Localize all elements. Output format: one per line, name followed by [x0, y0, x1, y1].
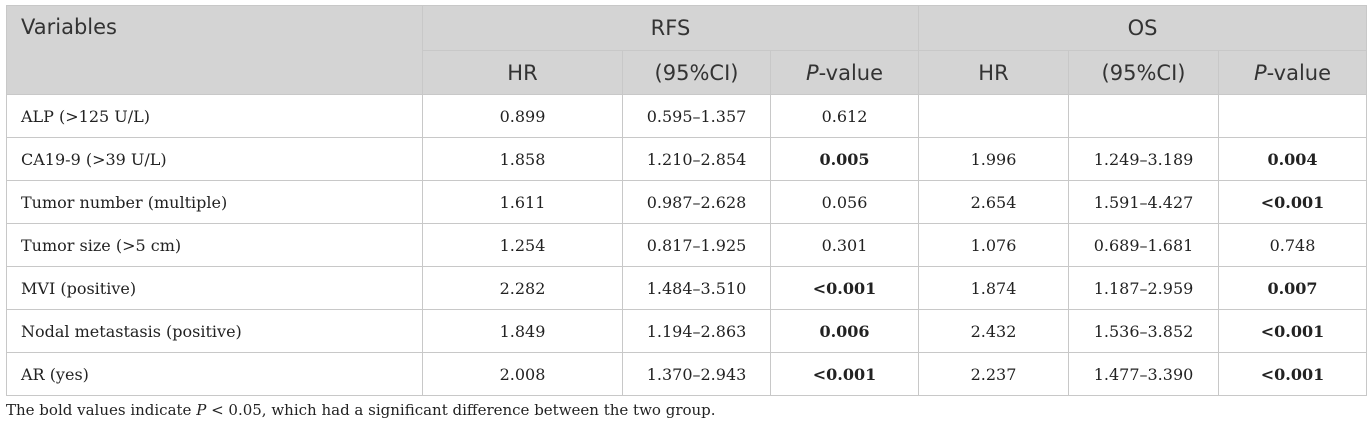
cell-os-hr [918, 94, 1069, 138]
cell-os-hr: 1.996 [918, 137, 1069, 181]
cell-os-hr: 2.237 [918, 352, 1069, 396]
table-body: ALP (>125 U/L) 0.899 0.595–1.357 0.612 CA19-… [6, 94, 1368, 396]
cell-variable: CA19-9 (>39 U/L) [6, 137, 423, 181]
cell-rfs-p: 0.006 [770, 309, 919, 353]
header-p-suffix: -value [818, 60, 884, 85]
table-row: Tumor number (multiple) 1.611 0.987–2.628 0… [6, 180, 1368, 224]
header-rfs-p: P-value [770, 50, 919, 95]
cell-rfs-p: 0.056 [770, 180, 919, 224]
cell-rfs-hr: 1.849 [422, 309, 623, 353]
table-header: Variables RFS OS HR (95%CI) P-value HR (… [6, 5, 1368, 95]
header-rfs: RFS [422, 5, 919, 51]
header-p-suffix: -value [1266, 60, 1332, 85]
cell-rfs-hr: 1.858 [422, 137, 623, 181]
header-variables: Variables [6, 5, 423, 95]
cell-os-hr: 2.432 [918, 309, 1069, 353]
footnote-before: The bold values indicate [6, 401, 197, 419]
results-table-container: Variables RFS OS HR (95%CI) P-value HR (… [6, 5, 1368, 396]
table-row: CA19-9 (>39 U/L) 1.858 1.210–2.854 0.005 1.9… [6, 137, 1368, 181]
cell-rfs-hr: 2.282 [422, 266, 623, 310]
cell-rfs-ci: 0.987–2.628 [622, 180, 771, 224]
cell-rfs-p: 0.301 [770, 223, 919, 267]
table-row: Tumor size (>5 cm) 1.254 0.817–1.925 0.301 1… [6, 223, 1368, 267]
cell-rfs-p: 0.005 [770, 137, 919, 181]
table-row: Nodal metastasis (positive) 1.849 1.194–2.… [6, 309, 1368, 353]
cell-variable: MVI (positive) [6, 266, 423, 310]
cell-os-ci: 0.689–1.681 [1068, 223, 1219, 267]
cell-os-hr: 1.076 [918, 223, 1069, 267]
cell-os-p: <0.001 [1217, 352, 1368, 396]
cell-rfs-ci: 0.817–1.925 [622, 223, 771, 267]
cell-os-p [1217, 94, 1368, 138]
cell-os-ci: 1.536–3.852 [1068, 309, 1219, 353]
results-table: Variables RFS OS HR (95%CI) P-value HR (… [6, 5, 1368, 396]
table-row: AR (yes) 2.008 1.370–2.943 <0.001 2.237 1.477… [6, 352, 1368, 396]
header-rfs-hr: HR [422, 50, 623, 95]
header-os-ci: (95%CI) [1068, 50, 1219, 95]
header-os-hr: HR [918, 50, 1069, 95]
cell-os-p: 0.748 [1217, 223, 1368, 267]
cell-rfs-p: 0.612 [770, 94, 919, 138]
table-footnote: The bold values indicate P < 0.05, which… [6, 401, 716, 419]
cell-variable: ALP (>125 U/L) [6, 94, 423, 138]
cell-os-ci: 1.249–3.189 [1068, 137, 1219, 181]
header-rfs-ci: (95%CI) [622, 50, 771, 95]
cell-rfs-hr: 2.008 [422, 352, 623, 396]
header-os-p: P-value [1217, 50, 1368, 95]
header-p-italic: P [805, 60, 819, 85]
table-row: ALP (>125 U/L) 0.899 0.595–1.357 0.612 [6, 94, 1368, 138]
cell-rfs-p: <0.001 [770, 352, 919, 396]
cell-os-ci: 1.477–3.390 [1068, 352, 1219, 396]
cell-os-p: 0.004 [1217, 137, 1368, 181]
cell-variable: Nodal metastasis (positive) [6, 309, 423, 353]
cell-os-ci: 1.187–2.959 [1068, 266, 1219, 310]
cell-rfs-ci: 1.194–2.863 [622, 309, 771, 353]
cell-os-ci [1068, 94, 1219, 138]
cell-os-p: 0.007 [1217, 266, 1368, 310]
header-os: OS [917, 5, 1368, 51]
cell-os-p: <0.001 [1217, 180, 1368, 224]
cell-variable: AR (yes) [6, 352, 423, 396]
cell-os-p: <0.001 [1217, 309, 1368, 353]
cell-rfs-ci: 1.210–2.854 [622, 137, 771, 181]
cell-variable: Tumor size (>5 cm) [6, 223, 423, 267]
table-row: MVI (positive) 2.282 1.484–3.510 <0.001 1.87… [6, 266, 1368, 310]
cell-rfs-hr: 1.611 [422, 180, 623, 224]
cell-os-ci: 1.591–4.427 [1068, 180, 1219, 224]
cell-variable: Tumor number (multiple) [6, 180, 423, 224]
cell-rfs-ci: 1.484–3.510 [622, 266, 771, 310]
cell-os-hr: 2.654 [918, 180, 1069, 224]
footnote-after: < 0.05, which had a significant differen… [206, 401, 716, 419]
cell-rfs-hr: 0.899 [422, 94, 623, 138]
cell-rfs-hr: 1.254 [422, 223, 623, 267]
cell-rfs-p: <0.001 [770, 266, 919, 310]
cell-rfs-ci: 0.595–1.357 [622, 94, 771, 138]
header-p-italic: P [1253, 60, 1267, 85]
footnote-p: P [196, 401, 207, 419]
cell-rfs-ci: 1.370–2.943 [622, 352, 771, 396]
cell-os-hr: 1.874 [918, 266, 1069, 310]
